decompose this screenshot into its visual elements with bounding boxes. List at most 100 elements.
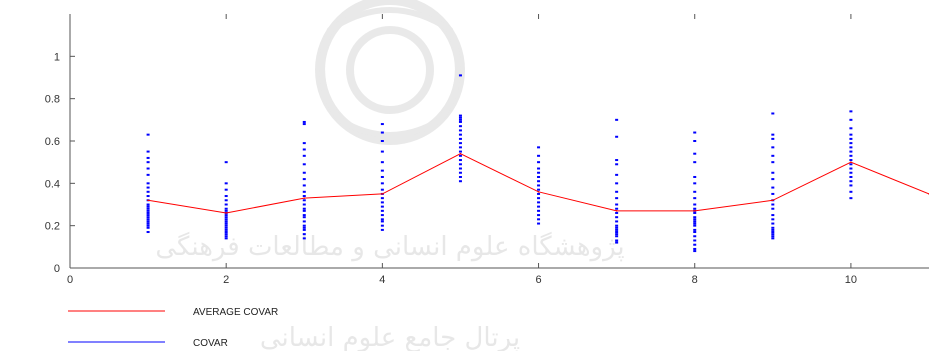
covar-point [615,159,619,162]
covar-point [224,216,228,219]
covar-point [302,171,306,174]
covar-point [537,188,541,191]
covar-point [771,231,775,234]
covar-point [693,140,697,142]
covar-point [771,222,775,225]
watermark-logo [315,0,465,145]
covar-point [224,231,228,234]
covar-point [537,197,541,200]
average-covar-point [303,197,306,199]
covar-point [380,220,384,223]
covar-point [458,74,462,77]
covar-point [537,175,541,178]
covar-point [302,214,306,217]
axes [69,14,929,269]
covar-point [615,118,619,121]
covar-point [146,205,150,208]
average-covar-point [537,191,540,193]
average-covar-point [693,210,696,212]
covar-point [849,118,853,121]
covar-point [458,180,462,183]
covar-point [380,197,384,200]
legend: AVERAGE COVAR COVAR [68,307,278,349]
covar-point [771,171,775,174]
covar-point [146,222,150,225]
covar-point [693,152,697,155]
covar-point [771,218,775,221]
covar-point [615,241,619,244]
covar-point [224,214,228,217]
covar-point [224,207,228,210]
covar-point [380,140,384,142]
covar-point [537,222,541,225]
covar-point [537,154,541,157]
covar-point [615,182,619,185]
covar-point [693,218,697,221]
covar-point [224,233,228,236]
covar-point [693,231,697,234]
covar-point [146,195,150,198]
covar-point [693,243,697,246]
covar-point [615,135,619,138]
covar-point [302,209,306,212]
covar-point [380,131,384,134]
covar-point [693,207,697,210]
x-tick-label: 0 [67,274,73,286]
covar-point [380,123,384,126]
y-tick-label: 0.8 [45,94,60,106]
covar-point [537,146,541,149]
covar-point [849,146,853,149]
covar-point [380,228,384,231]
covar-point [380,188,384,191]
covar-point [224,203,228,206]
covar-point [615,190,619,193]
covar-point [615,207,619,210]
covar-point [224,237,228,240]
y-tick-label: 0.6 [45,136,60,148]
covar-point [849,159,853,162]
covar-point [302,184,306,187]
y-tick-label: 0.2 [45,221,60,233]
covar-point [771,235,775,238]
average-covar-point [381,193,384,195]
covar-point [146,190,150,193]
covar-point [615,197,619,200]
covar-point [224,218,228,221]
covar-point [615,220,619,223]
covar-point [302,237,306,240]
covar-point [302,207,306,210]
average-covar-line [147,152,929,214]
covar-point [771,178,775,181]
covar-point [146,216,150,219]
covar-point [458,125,462,128]
covar-point [771,146,775,149]
covar-point [615,226,619,229]
covar-point [849,197,853,200]
covar-point [693,247,697,250]
x-tick-label: 6 [535,274,541,286]
covar-point [224,188,228,191]
watermark-text-2: پرتال جامع علوم انسانی [260,323,520,351]
average-covar-point [772,199,774,202]
covar-point [224,222,228,225]
covar-point [537,180,541,183]
covar-point [224,220,228,223]
covar-point [146,173,150,176]
x-tick-label: 10 [845,274,857,286]
covar-point [302,224,306,227]
covar-point [693,250,697,253]
covar-point [771,207,775,210]
covar-point [771,214,775,217]
covar-point [849,167,853,170]
covar-point [537,167,541,170]
average-covar-point [225,212,227,214]
covar-point [224,161,228,164]
covar-point [771,192,775,195]
covar-point [693,211,697,214]
covar-point [458,163,462,166]
covar-point [302,233,306,236]
covar-point [458,133,462,136]
covar-point [693,190,697,193]
covar-point [146,207,150,210]
covar-point [771,186,775,189]
